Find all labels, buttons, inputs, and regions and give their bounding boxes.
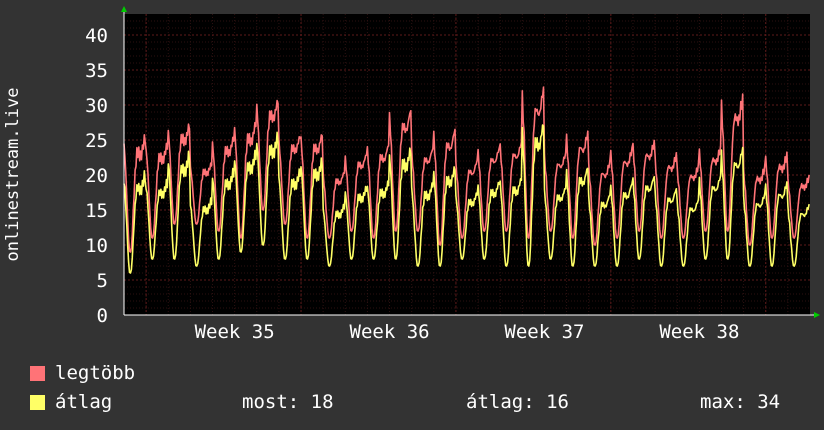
series-line-avg [123,124,810,274]
y-tick-label: 0 [97,305,108,327]
stat-average-value: 16 [546,391,569,413]
legend-swatch-avg [30,394,45,410]
y-tick-label: 35 [85,60,108,82]
y-tick-label: 5 [97,270,108,292]
legend-item-max: legtöbb [30,362,135,384]
x-tick-label: Week 35 [195,321,275,343]
y-tick-label: 15 [85,200,108,222]
stat-maximum: max: 34 [700,391,780,413]
stat-current-label: most: [242,391,300,413]
stat-average: átlag: 16 [466,391,569,413]
y-tick-label: 10 [85,235,108,257]
stat-average-label: átlag: [466,391,535,413]
x-tick-label: Week 37 [504,321,584,343]
plot-area [124,14,810,315]
legend-swatch-max [30,365,45,381]
x-tick-label: Week 38 [659,321,739,343]
y-tick-label: 40 [85,25,108,47]
y-tick-label: 25 [85,130,108,152]
x-axis-arrow [814,312,820,318]
legend-item-avg: átlag [30,391,112,413]
y-tick-label: 20 [85,165,108,187]
stat-maximum-value: 34 [757,391,781,413]
legend-label-max: legtöbb [55,362,136,384]
legend-label-avg: átlag [55,391,113,413]
y-axis-arrow [121,6,127,12]
stat-maximum-label: max: [700,391,746,413]
stat-current: most: 18 [242,391,334,413]
series-line-max [123,86,810,253]
x-tick-label: Week 36 [350,321,430,343]
stat-current-value: 18 [310,391,334,413]
y-axis-label: onlinestream.live [3,88,23,262]
y-tick-label: 30 [85,95,108,117]
